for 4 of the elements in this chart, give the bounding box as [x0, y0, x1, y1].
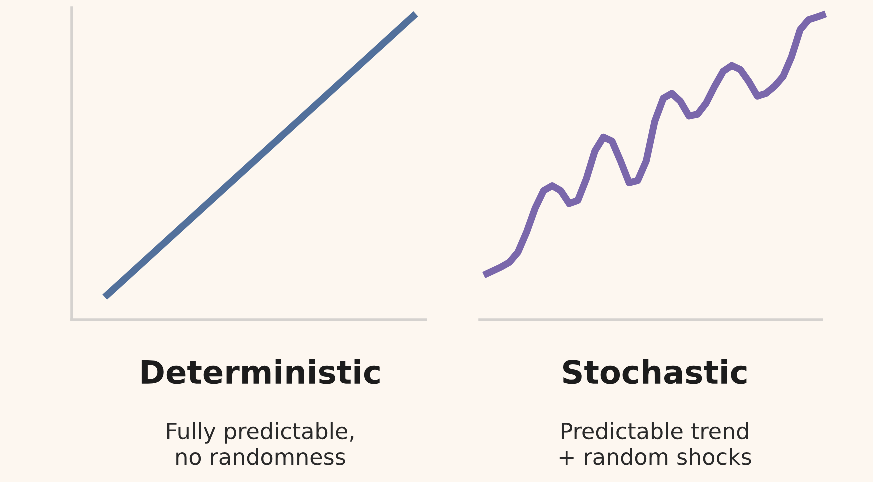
text: Stochastic	[563, 360, 747, 384]
text: Deterministic	[142, 360, 380, 384]
text: Fully predictable, no randomness	[167, 422, 354, 466]
text: Predictable trend + random shocks	[560, 422, 752, 466]
